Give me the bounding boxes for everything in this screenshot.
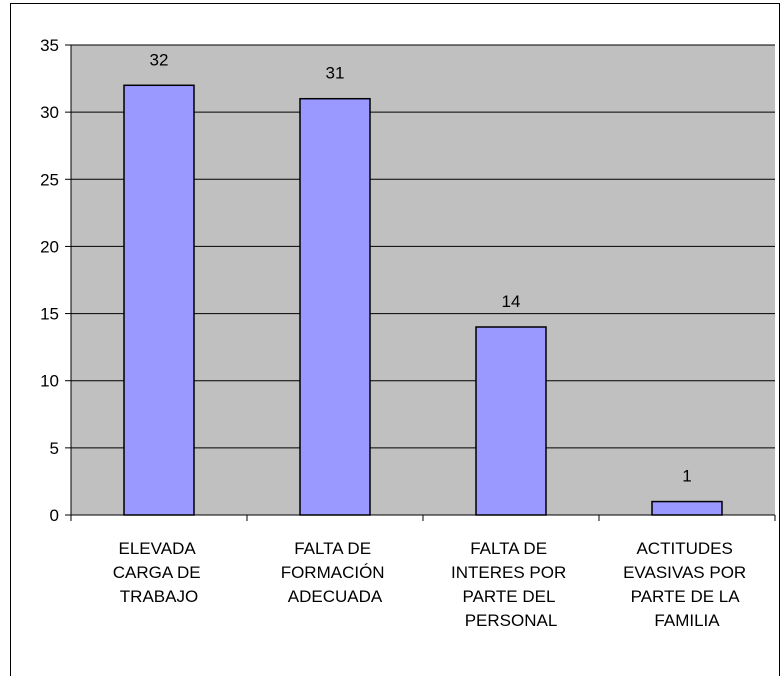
x-tick-label: ACTITUDES EVASIVAS POR PARTE DE LA FAMIL…	[623, 539, 751, 630]
y-tick-label: 5	[50, 439, 59, 458]
y-tick-label: 20	[40, 237, 59, 256]
x-tick-label: ELEVADA CARGA DE TRABAJO	[113, 539, 206, 606]
y-tick-label: 25	[40, 170, 59, 189]
x-tick-label: FALTA DE FORMACIÓN ADECUADA	[281, 539, 390, 606]
bar	[475, 326, 547, 516]
y-tick-label: 30	[40, 103, 59, 122]
y-tick-label: 0	[50, 506, 59, 525]
bar	[651, 500, 723, 516]
data-label: 1	[682, 467, 691, 486]
bar	[299, 97, 371, 516]
y-tick-label: 10	[40, 372, 59, 391]
data-label: 31	[326, 64, 345, 83]
bar	[123, 84, 195, 516]
y-tick-label: 35	[40, 36, 59, 55]
data-label: 14	[502, 292, 521, 311]
x-tick-label: FALTA DE INTERES POR PARTE DEL PERSONAL	[451, 539, 571, 630]
data-label: 32	[150, 50, 169, 69]
y-tick-label: 15	[40, 305, 59, 324]
